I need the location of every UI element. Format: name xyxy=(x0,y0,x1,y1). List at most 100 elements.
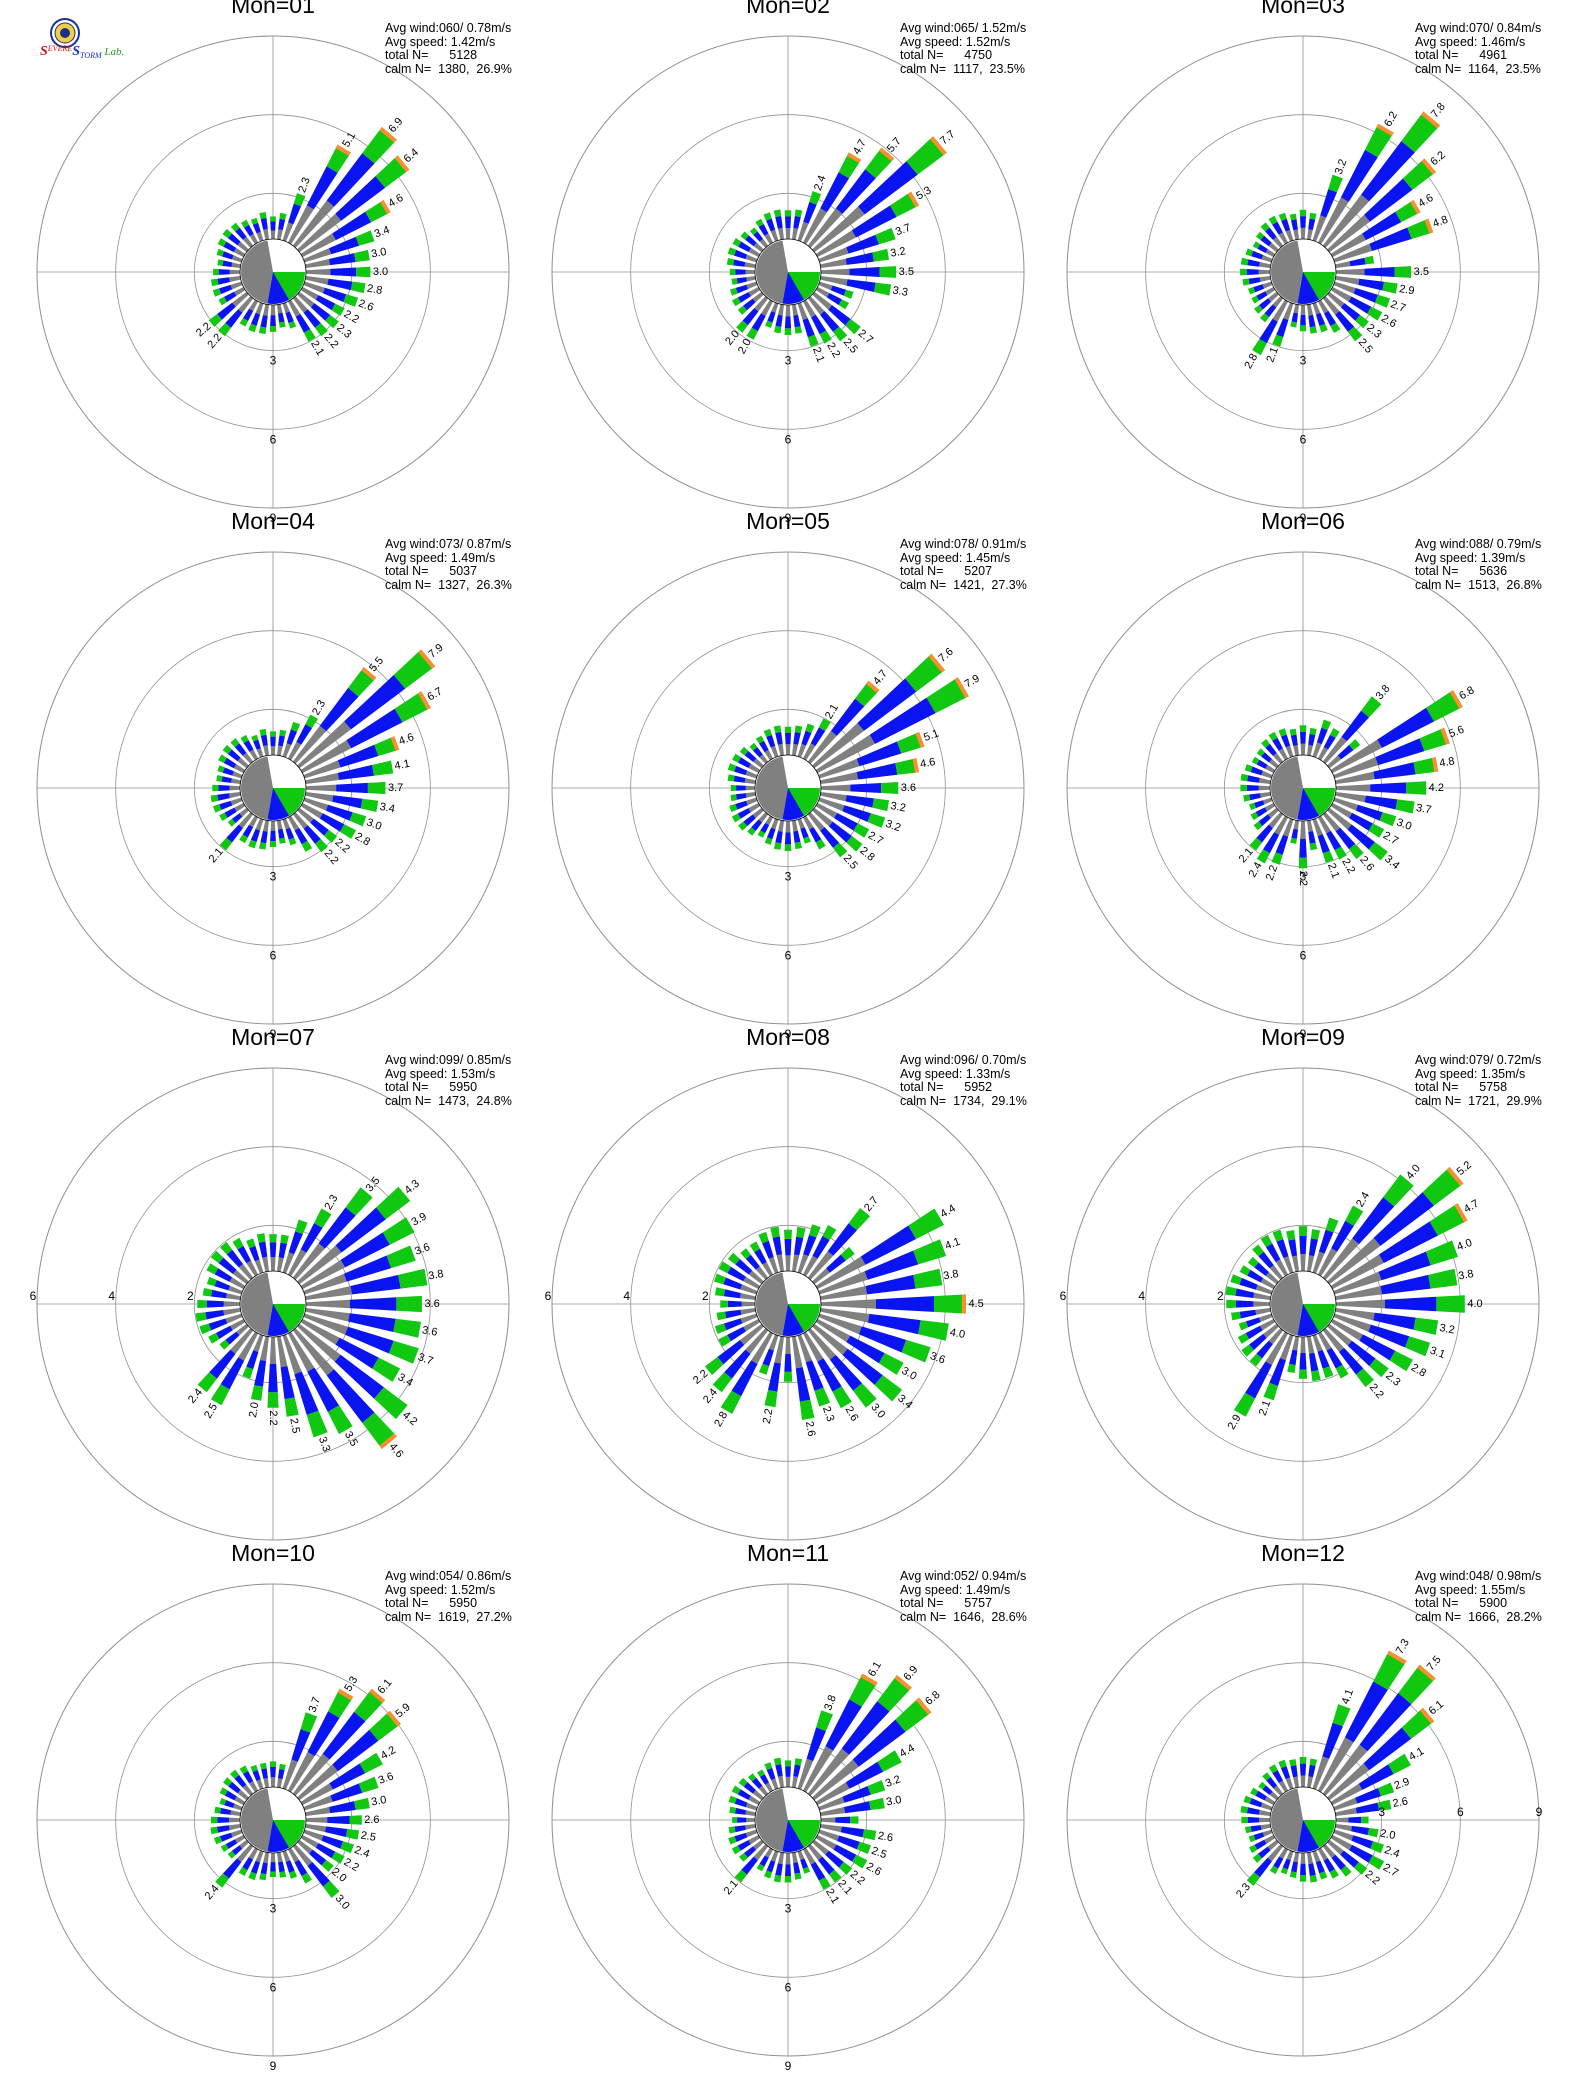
bar-value-label: 2.5 xyxy=(287,1417,301,1434)
bar-segment-calm-speed xyxy=(764,749,774,761)
bar-value-label: 3.4 xyxy=(373,224,391,241)
bar-segment-calm-speed xyxy=(778,820,784,832)
bar-segment-low-speed xyxy=(1299,838,1307,858)
bar-segment-low-speed xyxy=(737,292,751,303)
bar-segment-low-speed xyxy=(335,176,386,221)
bar-segment-calm-speed xyxy=(1293,820,1299,830)
bar-segment-calm-speed xyxy=(815,1782,850,1806)
bar-segment-mid-speed xyxy=(393,1318,421,1338)
bar-segment-calm-speed xyxy=(815,1834,837,1850)
bar-segment-mid-speed xyxy=(1268,1764,1278,1774)
bar-segment-calm-speed xyxy=(820,1824,842,1833)
bar-segment-calm-speed xyxy=(1330,802,1353,819)
bar-segment-calm-speed xyxy=(237,1844,254,1863)
bar-segment-calm-speed xyxy=(303,248,332,263)
bar-segment-calm-speed xyxy=(242,1784,254,1796)
bar-segment-mid-speed xyxy=(809,1224,821,1238)
avg-wind-label: Avg wind: xyxy=(385,21,439,35)
bar-segment-calm-speed xyxy=(234,1834,246,1844)
bar-segment-mid-speed xyxy=(814,1387,831,1407)
bar-segment-low-speed xyxy=(735,269,746,275)
bar-segment-mid-speed xyxy=(714,1323,727,1334)
bar-segment-low-speed xyxy=(864,1250,919,1280)
bar-segment-low-speed xyxy=(332,795,363,809)
bar-value-label: 2.1 xyxy=(810,346,827,364)
bar-segment-calm-speed xyxy=(785,1255,791,1271)
ring-label: 9 xyxy=(785,2059,792,2073)
bar-segment-mid-speed xyxy=(1258,1781,1266,1790)
bar-segment-low-speed xyxy=(744,1846,757,1858)
ring-label: 6 xyxy=(270,948,277,962)
bar-segment-mid-speed xyxy=(1261,738,1270,748)
bar-segment-mid-speed xyxy=(794,725,803,734)
bar-segment-mid-speed xyxy=(217,259,224,266)
bar-segment-low-speed xyxy=(793,314,801,328)
bar-segment-calm-speed xyxy=(818,797,845,812)
bar-segment-calm-speed xyxy=(752,291,764,303)
total-n-label: total N= xyxy=(385,48,429,62)
bar-segment-calm-speed xyxy=(740,1313,758,1324)
bar-value-label: 2.8 xyxy=(353,830,372,848)
bar-segment-mid-speed xyxy=(833,842,848,858)
bar-segment-mid-speed xyxy=(199,1323,212,1335)
total-n-value: 5952 xyxy=(943,1080,993,1094)
bar-value-label: 5.6 xyxy=(1447,724,1465,741)
bar-segment-low-speed xyxy=(1246,785,1259,791)
bar-segment-mid-speed xyxy=(1369,1358,1389,1378)
bar-segment-mid-speed xyxy=(1243,794,1251,802)
bar-segment-low-speed xyxy=(851,205,897,238)
bar-segment-mid-speed xyxy=(755,218,764,227)
bar-segment-calm-speed xyxy=(820,1286,867,1300)
bar-segment-low-speed xyxy=(1373,1312,1416,1330)
avg-speed-row: Avg speed: 1.45m/s xyxy=(900,551,1027,566)
bar-segment-low-speed xyxy=(734,1825,746,1833)
bar-segment-calm-speed xyxy=(1292,1255,1299,1272)
panel-stats: Avg wind: 096/ 0.70m/s Avg speed: 1.33m/s t… xyxy=(900,1053,1027,1108)
bar-segment-mid-speed xyxy=(739,1853,748,1862)
bar-segment-calm-speed xyxy=(1265,764,1276,774)
bar-segment-mid-speed xyxy=(222,744,232,755)
bar-segment-calm-speed xyxy=(820,1308,870,1323)
bar-segment-calm-speed xyxy=(263,1852,269,1864)
bar-segment-mid-speed xyxy=(732,753,741,763)
bar-value-label: 3.4 xyxy=(895,1393,914,1412)
bar-segment-mid-speed xyxy=(220,1844,229,1852)
bar-value-label: 7.7 xyxy=(938,128,957,147)
bar-segment-mid-speed xyxy=(1395,799,1415,814)
bar-segment-mid-speed xyxy=(1259,313,1270,323)
bar-segment-mid-speed xyxy=(360,798,379,812)
bar-segment-calm-speed xyxy=(297,1839,313,1854)
bar-segment-calm-speed xyxy=(1293,1776,1299,1788)
bar-segment-low-speed xyxy=(1326,1347,1343,1369)
bar-segment-low-speed xyxy=(737,1840,751,1851)
bar-segment-calm-speed xyxy=(1330,286,1352,302)
bar-segment-mid-speed xyxy=(1289,728,1297,736)
bar-segment-low-speed xyxy=(1326,830,1342,851)
bar-segment-low-speed xyxy=(1317,1349,1330,1369)
bar-segment-mid-speed xyxy=(1361,1816,1369,1824)
bar-segment-low-speed xyxy=(1235,1288,1255,1298)
bar-segment-calm-speed xyxy=(282,222,294,242)
bar-segment-mid-speed xyxy=(720,1390,742,1414)
bar-segment-calm-speed xyxy=(821,268,850,276)
bar-segment-low-speed xyxy=(325,1826,348,1837)
bar-segment-low-speed xyxy=(1245,1325,1263,1340)
bar-segment-calm-speed xyxy=(1333,281,1356,294)
bar-segment-calm-speed xyxy=(1265,286,1276,296)
bar-segment-mid-speed xyxy=(1309,727,1317,735)
bar-segment-low-speed xyxy=(326,153,375,207)
bar-segment-calm-speed xyxy=(753,1844,769,1861)
bar-segment-low-speed xyxy=(250,312,261,326)
bar-segment-low-speed xyxy=(762,1348,774,1367)
bar-segment-calm-speed xyxy=(260,1336,269,1362)
bar-segment-calm-speed xyxy=(1259,276,1271,282)
bar-segment-mid-speed xyxy=(913,1239,947,1265)
bar-segment-calm-speed xyxy=(797,1254,809,1274)
panel-title: Mon=10 xyxy=(231,1540,315,1566)
bar-segment-mid-speed xyxy=(208,1333,220,1344)
bar-value-label: 2.7 xyxy=(1381,1861,1400,1879)
avg-speed-label: Avg speed: xyxy=(900,1066,963,1081)
bar-segment-low-speed xyxy=(830,698,865,736)
bar-segment-mid-speed xyxy=(729,268,736,276)
bar-segment-low-speed xyxy=(1380,1274,1431,1295)
